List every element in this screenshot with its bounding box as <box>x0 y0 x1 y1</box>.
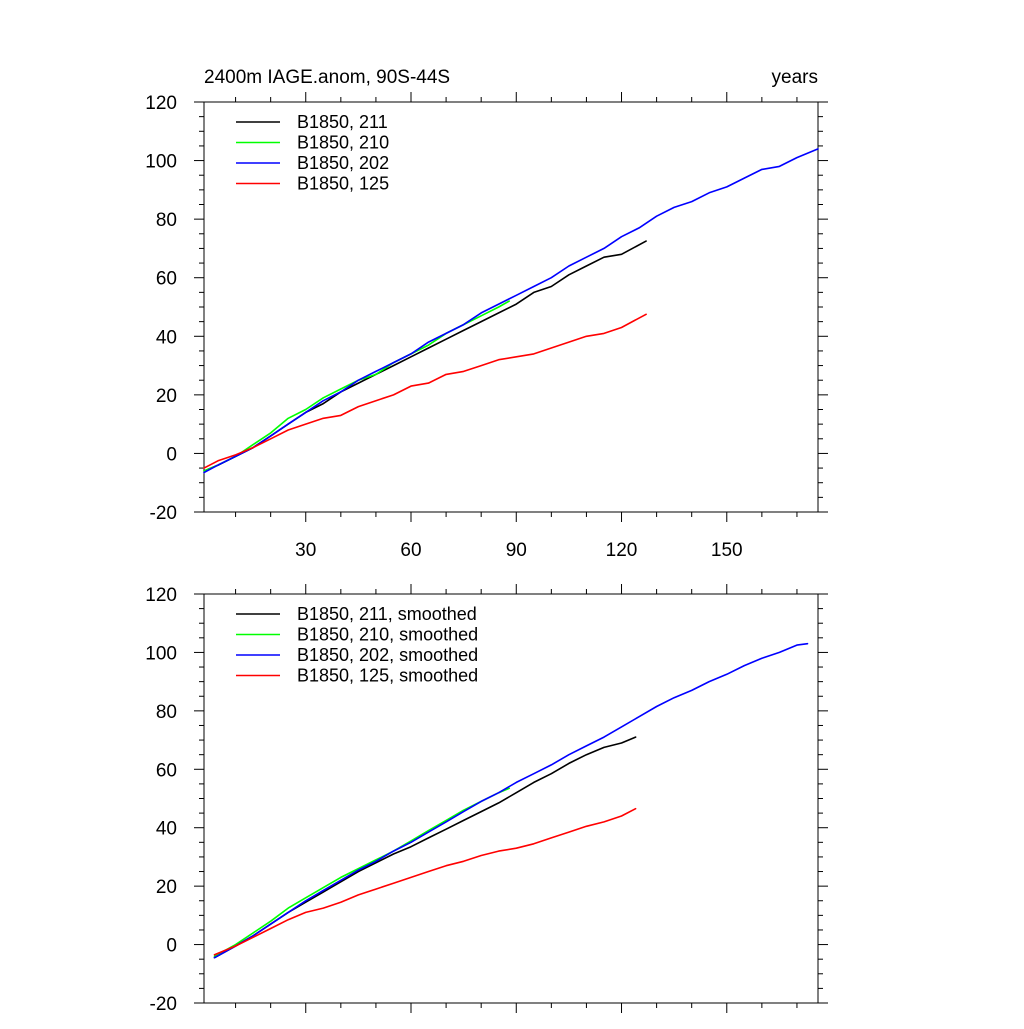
legend-label: B1850, 202 <box>297 153 389 173</box>
series-line-3 <box>203 148 819 474</box>
legend-label: B1850, 210, smoothed <box>297 625 478 645</box>
chart-title: 2400m IAGE.anom, 90S-44S <box>204 67 450 88</box>
y-tick-label: 120 <box>145 585 177 606</box>
y-tick-label: 60 <box>156 760 177 781</box>
x-tick-label: 120 <box>606 540 638 561</box>
y-tick-label: 20 <box>156 877 177 898</box>
y-tick-label: 100 <box>145 152 177 173</box>
y-tick-label: 80 <box>156 702 177 723</box>
x-tick-label: 30 <box>295 540 316 561</box>
x-tick-label: 60 <box>400 540 421 561</box>
legend-label: B1850, 210 <box>297 133 389 153</box>
x-tick-label: 90 <box>506 540 527 561</box>
series-line-4 <box>203 313 647 469</box>
legend-label: B1850, 211, smoothed <box>297 604 477 624</box>
y-tick-label: 60 <box>156 269 177 290</box>
x-tick-label: 150 <box>711 540 743 561</box>
chart-panel-1: -20 0 20 40 60 80 100 120 30 60 90 120 150 2400m IAGE… <box>145 67 828 561</box>
y-tick-label: 120 <box>145 93 177 114</box>
series-line-4 <box>213 807 637 956</box>
y-tick-label: 80 <box>156 210 177 231</box>
y-tick-label: 40 <box>156 327 177 348</box>
series-line-2 <box>213 787 511 958</box>
y-tick-label: 0 <box>166 444 177 465</box>
legend-label: B1850, 125, smoothed <box>297 666 478 686</box>
series-line-3 <box>213 642 809 959</box>
y-tick-label: 20 <box>156 386 177 407</box>
y-tick-label: -20 <box>150 503 177 524</box>
legend-label: B1850, 202, smoothed <box>297 645 478 665</box>
y-tick-label: -20 <box>150 994 177 1015</box>
series-line-2 <box>203 300 511 472</box>
legend-label: B1850, 211 <box>297 112 388 132</box>
y-tick-label: 0 <box>166 936 177 957</box>
chart-right-title: years <box>772 67 818 88</box>
legend-label: B1850, 125 <box>297 174 389 194</box>
y-tick-label: 40 <box>156 819 177 840</box>
y-tick-label: 100 <box>145 643 177 664</box>
